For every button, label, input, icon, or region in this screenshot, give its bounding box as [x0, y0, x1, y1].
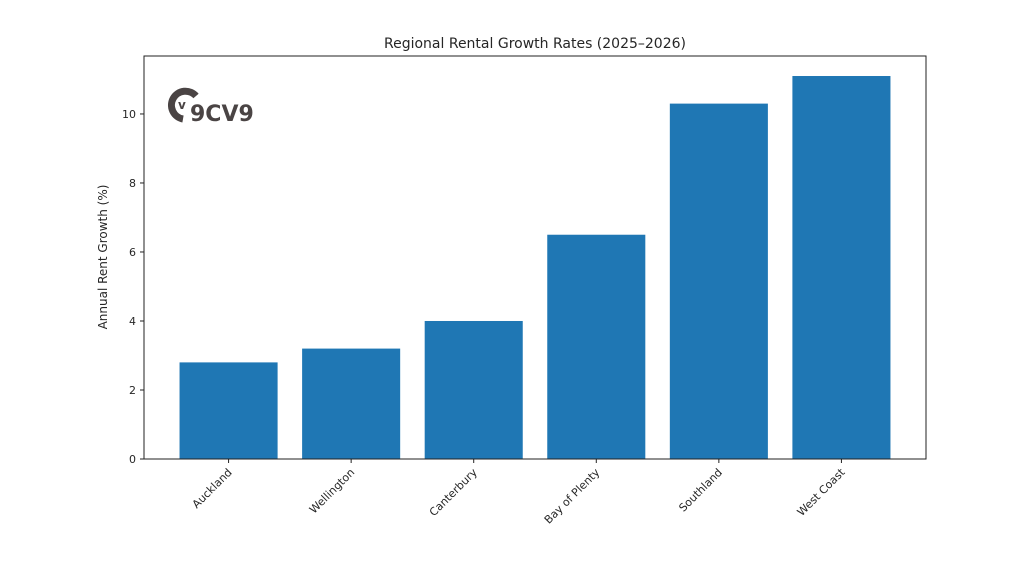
x-tick-label: Southland — [676, 466, 725, 515]
y-tick-label: 8 — [129, 177, 136, 190]
y-axis-label: Annual Rent Growth (%) — [96, 185, 110, 330]
logo: v 9CV9 — [168, 87, 254, 127]
bar-southland — [669, 103, 768, 460]
y-tick-label: 6 — [129, 246, 136, 259]
x-tick-label: Wellington — [307, 466, 357, 516]
bar-west-coast — [792, 76, 891, 459]
logo-ring-icon — [168, 87, 199, 123]
x-tick-label: Bay of Plenty — [542, 466, 603, 527]
x-tick-label: Auckland — [190, 466, 235, 511]
x-tick-label: Canterbury — [427, 466, 480, 519]
bar-wellington — [302, 348, 401, 459]
y-tick-label: 0 — [129, 453, 136, 466]
y-tick-label: 2 — [129, 384, 136, 397]
bar-bay-of-plenty — [547, 234, 646, 459]
bar-canterbury — [424, 320, 523, 459]
logo-text: 9CV9 — [190, 102, 254, 127]
bar-auckland — [179, 362, 278, 459]
x-tick-label: West Coast — [795, 465, 848, 518]
plot-frame — [143, 55, 927, 460]
y-tick-label: 4 — [129, 315, 136, 328]
y-tick-label: 10 — [122, 108, 136, 121]
chart-title: Regional Rental Growth Rates (2025–2026) — [384, 36, 686, 52]
logo-mark: v — [178, 98, 186, 112]
